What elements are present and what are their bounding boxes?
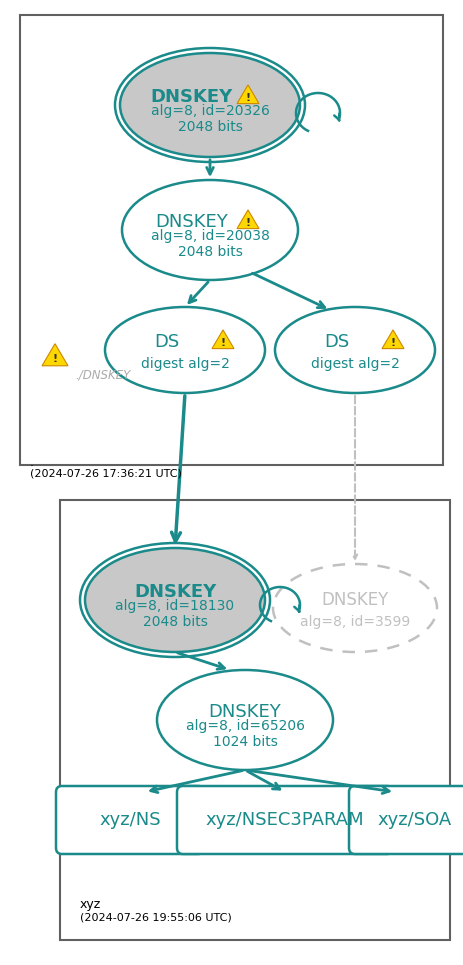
FancyBboxPatch shape: [20, 15, 443, 465]
Polygon shape: [237, 85, 259, 103]
FancyBboxPatch shape: [177, 786, 393, 854]
Text: DNSKEY: DNSKEY: [321, 591, 388, 609]
Text: !: !: [245, 217, 250, 228]
Text: xyz/SOA: xyz/SOA: [378, 811, 452, 829]
Polygon shape: [212, 330, 234, 348]
FancyBboxPatch shape: [349, 786, 463, 854]
Polygon shape: [237, 210, 259, 229]
Text: .: .: [30, 456, 34, 469]
Text: DNSKEY: DNSKEY: [134, 583, 216, 601]
Text: !: !: [52, 353, 57, 364]
Ellipse shape: [105, 307, 265, 393]
Text: alg=8, id=18130
2048 bits: alg=8, id=18130 2048 bits: [115, 599, 235, 629]
Text: DS: DS: [325, 333, 350, 351]
Ellipse shape: [275, 307, 435, 393]
Ellipse shape: [157, 670, 333, 770]
Ellipse shape: [273, 564, 437, 652]
Ellipse shape: [122, 180, 298, 280]
Polygon shape: [42, 344, 68, 366]
Text: !: !: [245, 93, 250, 102]
Text: DNSKEY: DNSKEY: [156, 213, 228, 231]
FancyBboxPatch shape: [60, 500, 450, 940]
Text: alg=8, id=65206
1024 bits: alg=8, id=65206 1024 bits: [186, 719, 305, 749]
Polygon shape: [382, 330, 404, 348]
Text: !: !: [390, 338, 395, 347]
Ellipse shape: [120, 53, 300, 157]
Text: alg=8, id=20326
2048 bits: alg=8, id=20326 2048 bits: [150, 104, 269, 134]
Ellipse shape: [85, 548, 265, 652]
Text: xyz/NSEC3PARAM: xyz/NSEC3PARAM: [206, 811, 364, 829]
Text: xyz/NS: xyz/NS: [99, 811, 161, 829]
Text: DNSKEY: DNSKEY: [151, 88, 233, 106]
FancyBboxPatch shape: [56, 786, 204, 854]
Text: ./DNSKEY: ./DNSKEY: [75, 369, 130, 381]
Text: digest alg=2: digest alg=2: [311, 357, 400, 371]
Text: alg=8, id=3599: alg=8, id=3599: [300, 615, 410, 629]
Text: xyz: xyz: [80, 898, 101, 911]
Text: DNSKEY: DNSKEY: [209, 703, 282, 721]
Text: (2024-07-26 17:36:21 UTC): (2024-07-26 17:36:21 UTC): [30, 468, 182, 478]
Text: alg=8, id=20038
2048 bits: alg=8, id=20038 2048 bits: [150, 229, 269, 259]
Text: DS: DS: [154, 333, 180, 351]
Text: !: !: [220, 338, 225, 347]
Text: (2024-07-26 19:55:06 UTC): (2024-07-26 19:55:06 UTC): [80, 912, 232, 922]
Text: digest alg=2: digest alg=2: [141, 357, 230, 371]
